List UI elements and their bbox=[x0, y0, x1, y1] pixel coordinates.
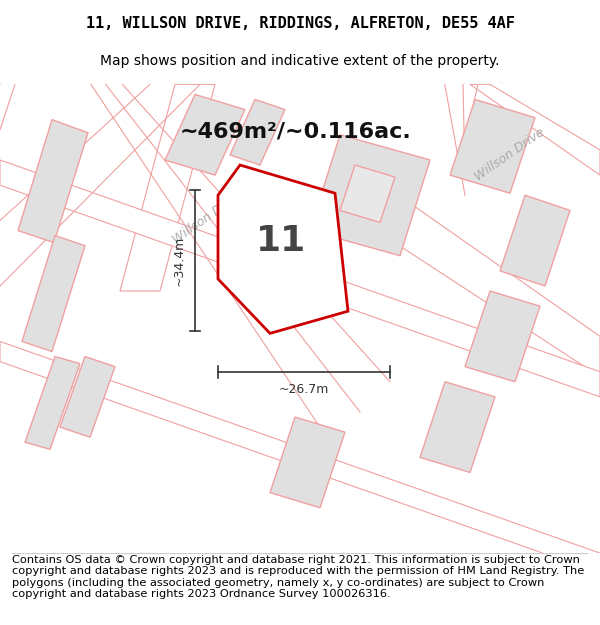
Text: ~34.4m: ~34.4m bbox=[173, 236, 185, 286]
Text: Willson Drive: Willson Drive bbox=[473, 126, 547, 184]
Polygon shape bbox=[330, 175, 600, 377]
Polygon shape bbox=[230, 99, 285, 165]
Polygon shape bbox=[165, 94, 245, 175]
Polygon shape bbox=[120, 84, 215, 291]
Polygon shape bbox=[465, 291, 540, 382]
Polygon shape bbox=[22, 236, 85, 351]
Polygon shape bbox=[420, 382, 495, 472]
Polygon shape bbox=[340, 165, 395, 222]
Polygon shape bbox=[310, 135, 430, 256]
Polygon shape bbox=[450, 99, 535, 193]
Text: Map shows position and indicative extent of the property.: Map shows position and indicative extent… bbox=[100, 54, 500, 68]
Text: ~26.7m: ~26.7m bbox=[279, 383, 329, 396]
Polygon shape bbox=[500, 195, 570, 286]
Text: Willson Dr: Willson Dr bbox=[170, 199, 230, 246]
Polygon shape bbox=[218, 165, 348, 333]
Polygon shape bbox=[270, 417, 345, 508]
Polygon shape bbox=[0, 160, 600, 397]
Polygon shape bbox=[18, 119, 88, 242]
Text: 11, WILLSON DRIVE, RIDDINGS, ALFRETON, DE55 4AF: 11, WILLSON DRIVE, RIDDINGS, ALFRETON, D… bbox=[86, 16, 514, 31]
Polygon shape bbox=[470, 84, 600, 175]
Polygon shape bbox=[25, 356, 80, 449]
Polygon shape bbox=[60, 356, 115, 437]
Polygon shape bbox=[0, 341, 600, 573]
Text: 11: 11 bbox=[256, 224, 307, 258]
Text: Contains OS data © Crown copyright and database right 2021. This information is : Contains OS data © Crown copyright and d… bbox=[12, 554, 584, 599]
Text: ~469m²/~0.116ac.: ~469m²/~0.116ac. bbox=[179, 122, 411, 142]
